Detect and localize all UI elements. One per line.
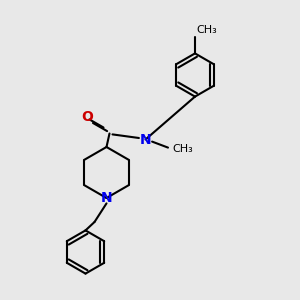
Text: CH₃: CH₃	[172, 143, 193, 154]
Text: N: N	[101, 191, 112, 205]
Text: O: O	[81, 110, 93, 124]
Text: N: N	[140, 133, 151, 146]
Text: CH₃: CH₃	[196, 26, 217, 35]
